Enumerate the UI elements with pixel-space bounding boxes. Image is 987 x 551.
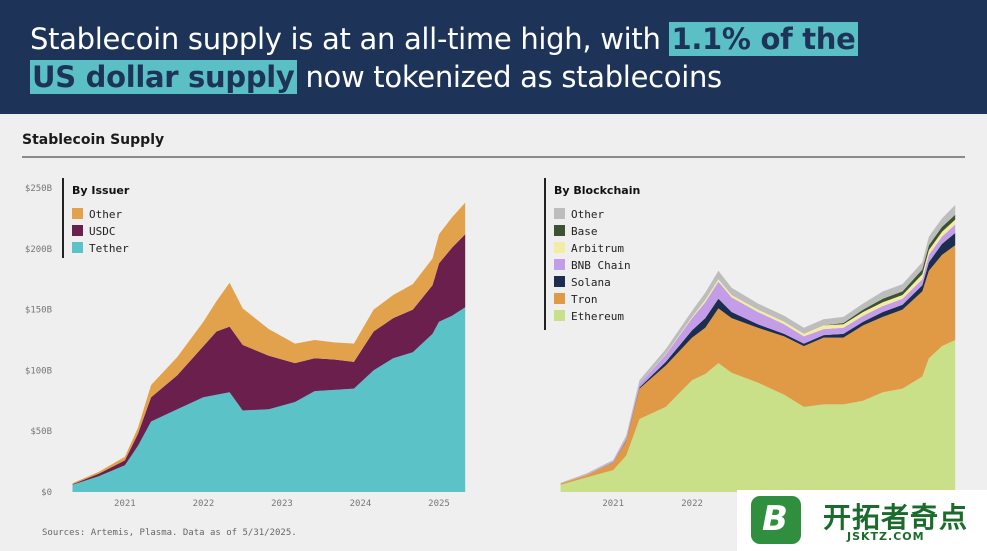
blockchain-chart: 2021 2022 By Blockchain Other Base Arbitrum BN…: [544, 178, 956, 509]
section-divider: [22, 156, 965, 158]
legend-title: By Issuer: [72, 184, 130, 197]
x-tick-label: 2024: [350, 499, 372, 509]
y-tick-label: $200B: [25, 245, 52, 255]
legend-label: Arbitrum: [571, 242, 624, 255]
legend-swatch-arbitrum: [554, 242, 565, 253]
legend-label: Tron: [571, 293, 598, 306]
legend-swatch-tron: [554, 293, 565, 304]
headline-text-2: now tokenized as stablecoins: [296, 60, 722, 94]
legend: By Issuer Other USDC Tether: [62, 178, 130, 258]
y-tick-label: $0: [41, 488, 52, 498]
headline: Stablecoin supply is at an all-time high…: [30, 20, 858, 96]
legend-swatch-solana: [554, 276, 565, 287]
watermark: B 开拓者奇点 JSKTZ.COM: [737, 490, 987, 551]
x-tick-label: 2022: [681, 499, 703, 509]
x-tick-label: 2022: [193, 499, 215, 509]
x-tick-label: 2021: [602, 499, 624, 509]
watermark-en-text: JSKTZ.COM: [847, 530, 925, 543]
legend-label: Base: [571, 225, 598, 238]
area-series-usdc: [72, 234, 466, 485]
issuer-chart: $250B $200B $150B $100B $50B $0 2021 2022 2023 20…: [25, 178, 466, 509]
section-title: Stablecoin Supply: [22, 132, 165, 148]
legend-swatch-ethereum: [554, 310, 565, 321]
legend-label: Other: [89, 208, 122, 221]
legend-swatch-other: [72, 208, 83, 219]
legend-label: Other: [571, 208, 604, 221]
header-banner: Stablecoin supply is at an all-time high…: [0, 0, 987, 114]
y-tick-label: $150B: [25, 306, 52, 316]
x-tick-label: 2025: [428, 499, 450, 509]
legend-label: Ethereum: [571, 310, 624, 323]
headline-highlight-2: US dollar supply: [30, 60, 297, 94]
source-note: Sources: Artemis, Plasma. Data as of 5/3…: [42, 528, 297, 538]
area-series-tether: [72, 307, 466, 492]
watermark-cn-text: 开拓者奇点: [823, 501, 969, 534]
headline-highlight-1: 1.1% of the: [669, 22, 858, 56]
x-tick-label: 2023: [271, 499, 293, 509]
legend-label: Tether: [89, 242, 129, 255]
legend-bar: [62, 178, 64, 258]
watermark-logo-icon: B: [751, 496, 801, 544]
area-series-ethereum: [560, 340, 956, 492]
legend-label: USDC: [89, 225, 116, 238]
legend-swatch-usdc: [72, 225, 83, 236]
legend-swatch-bnb-chain: [554, 259, 565, 270]
area-series-other: [72, 202, 466, 485]
legend: By Blockchain Other Base Arbitrum BNB Chain S…: [544, 178, 640, 330]
legend-swatch-other: [554, 208, 565, 219]
y-tick-label: $50B: [30, 427, 52, 437]
y-tick-label: $250B: [25, 184, 52, 194]
legend-label: BNB Chain: [571, 259, 631, 272]
x-tick-label: 2021: [114, 499, 136, 509]
area-series-tron: [560, 245, 956, 485]
legend-title: By Blockchain: [554, 184, 640, 197]
legend-swatch-tether: [72, 242, 83, 253]
legend-bar: [544, 178, 546, 330]
headline-text-1: Stablecoin supply is at an all-time high…: [30, 22, 670, 56]
legend-swatch-base: [554, 225, 565, 236]
legend-label: Solana: [571, 276, 611, 289]
y-tick-label: $100B: [25, 366, 52, 376]
